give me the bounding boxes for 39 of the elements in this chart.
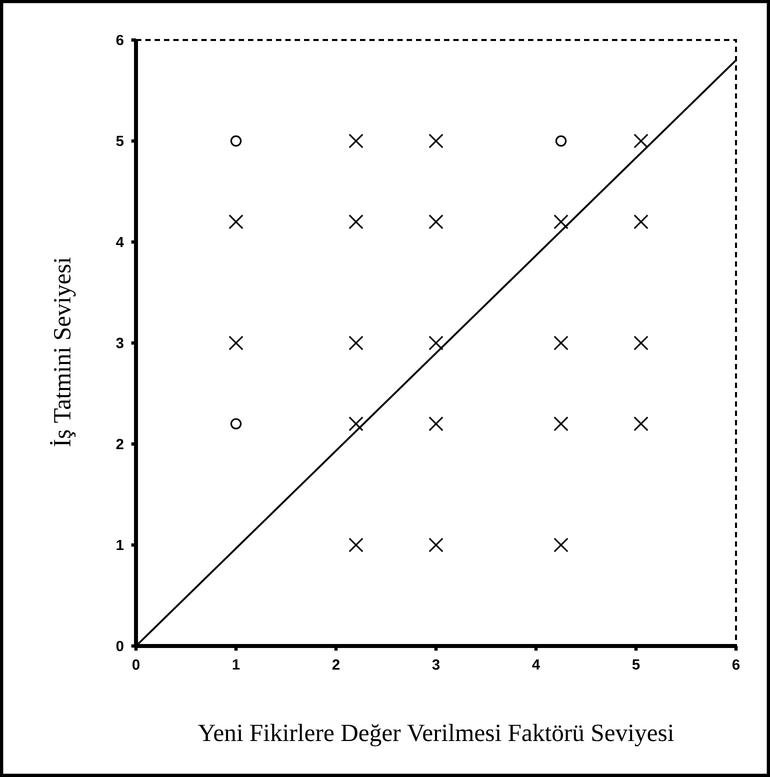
point <box>230 135 242 147</box>
point <box>228 214 244 230</box>
y-tick-label: 0 <box>116 640 124 652</box>
x-axis-title: Yeni Fikirlere Değer Verilmesi Faktörü Seviyesi <box>198 724 674 746</box>
point <box>428 538 444 552</box>
point <box>348 538 364 552</box>
point <box>428 336 444 350</box>
point <box>634 416 648 432</box>
y-tick-label: 4 <box>116 236 124 248</box>
y-tick-label: 1 <box>116 540 124 550</box>
x-tick-label: 4 <box>532 659 540 670</box>
point <box>428 134 444 148</box>
point <box>554 416 568 432</box>
point <box>428 214 444 230</box>
point <box>634 214 648 230</box>
y-tick-label: 6 <box>116 34 124 46</box>
point <box>554 336 568 350</box>
point <box>555 135 567 147</box>
point <box>554 214 568 230</box>
point <box>634 134 648 148</box>
y-tick-label: 3 <box>116 338 124 348</box>
point <box>228 336 244 350</box>
point <box>634 336 648 350</box>
y-axis-title: İş Tatmini Seviyesi <box>50 257 76 446</box>
x-tick-label: 6 <box>732 659 740 670</box>
point <box>230 418 242 430</box>
point <box>428 416 444 432</box>
y-tick-label: 5 <box>116 136 124 146</box>
x-tick-label: 3 <box>432 659 440 670</box>
x-tick-label: 1 <box>232 659 240 670</box>
point <box>554 538 568 552</box>
point <box>348 214 364 230</box>
point <box>348 134 364 148</box>
x-tick-label: 2 <box>332 659 340 670</box>
y-tick-label: 2 <box>116 438 124 450</box>
point <box>348 336 364 350</box>
x-tick-label: 5 <box>632 659 640 670</box>
x-tick-label: 0 <box>132 659 140 670</box>
point <box>348 416 364 432</box>
